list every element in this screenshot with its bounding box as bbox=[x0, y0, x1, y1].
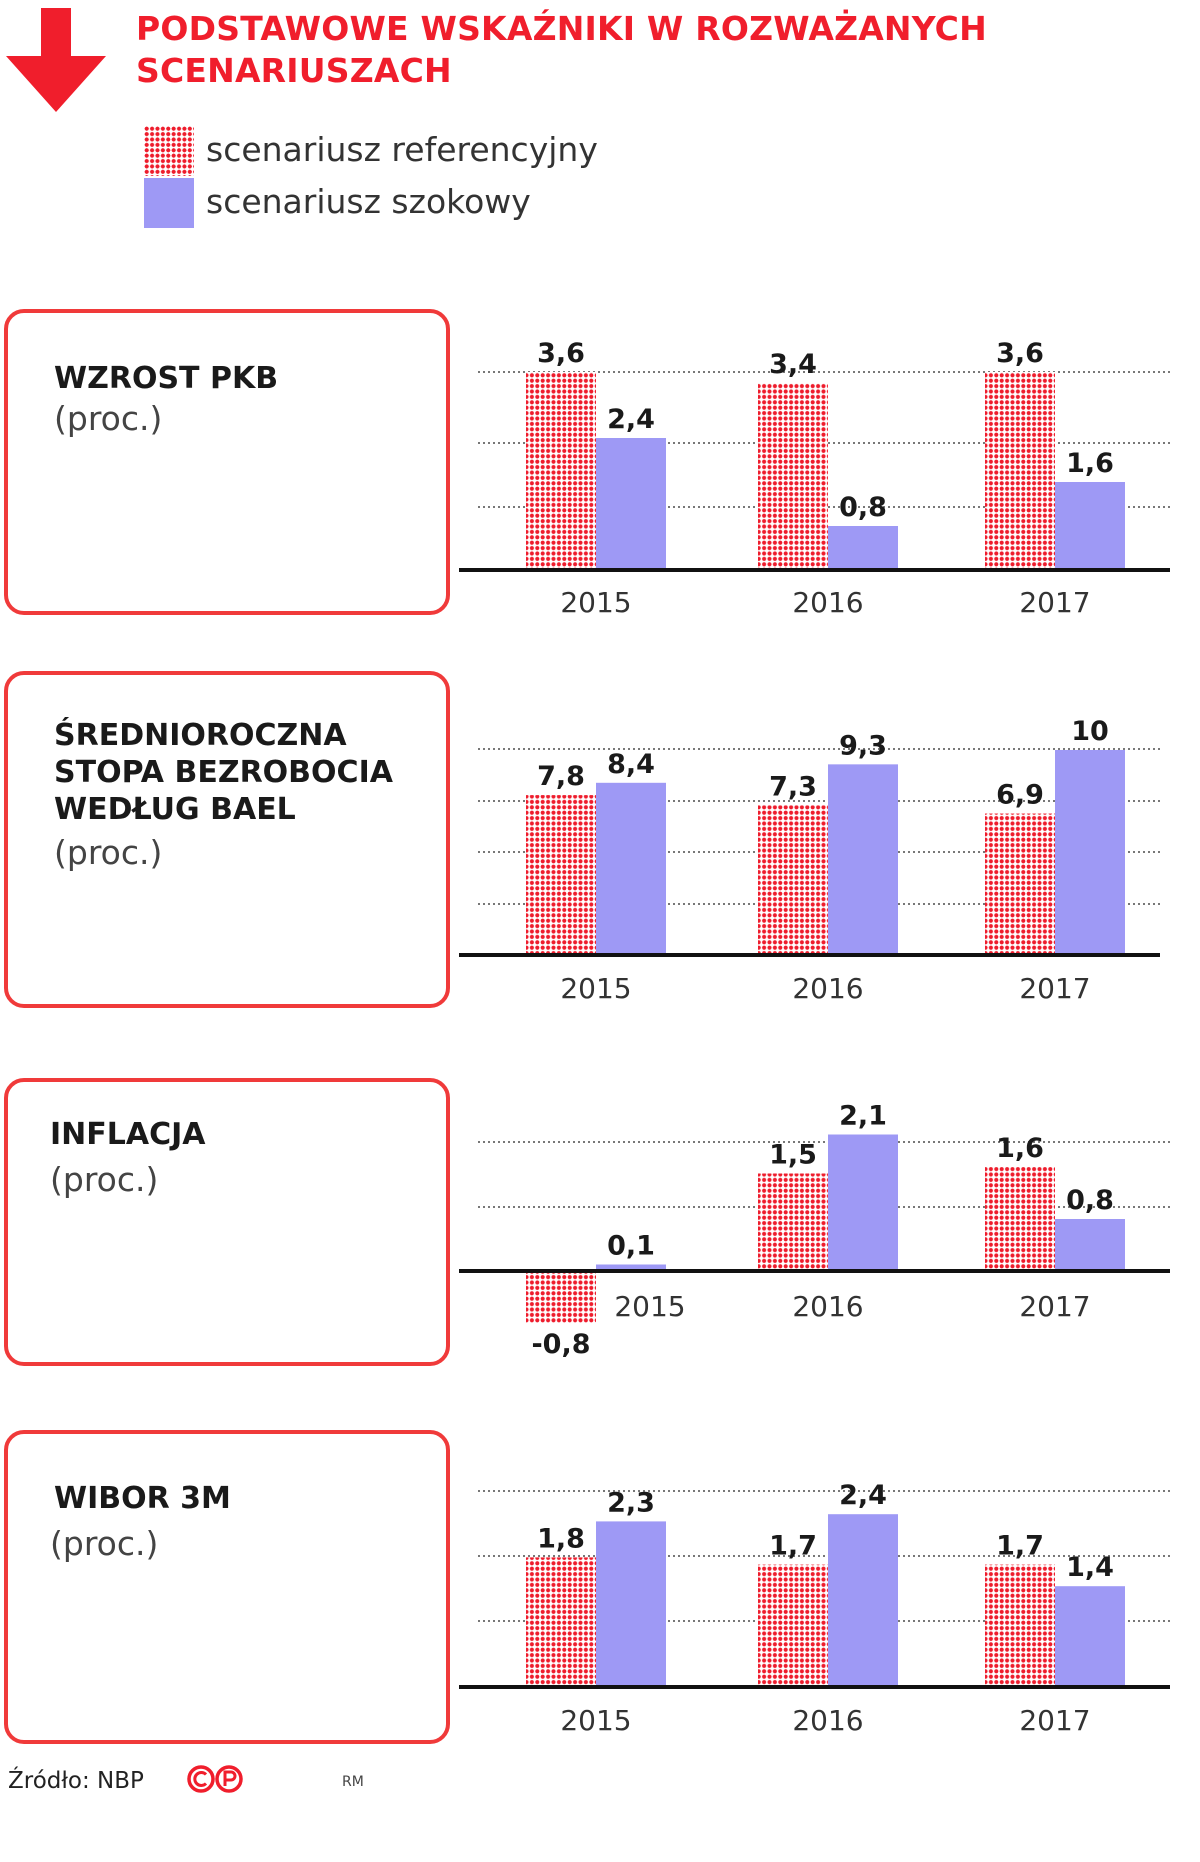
data-label: 1,7 bbox=[769, 1531, 817, 1562]
bar-reference-2015 bbox=[526, 1271, 596, 1323]
data-label: 3,4 bbox=[769, 349, 817, 380]
x-tick-label: 2015 bbox=[560, 586, 631, 619]
bar-reference-2016 bbox=[758, 383, 828, 570]
x-tick-label: 2016 bbox=[792, 1290, 863, 1323]
data-label: 6,9 bbox=[996, 780, 1044, 811]
bar-shock-2015 bbox=[596, 1521, 666, 1687]
data-label: 1,5 bbox=[769, 1140, 817, 1171]
x-tick-label: 2016 bbox=[792, 972, 863, 1005]
x-tick-label: 2015 bbox=[560, 972, 631, 1005]
legend-label-reference: scenariusz referencyjny bbox=[206, 130, 598, 169]
bar-shock-2016 bbox=[828, 526, 898, 570]
panel-title-wibor: WIBOR 3M bbox=[54, 1481, 231, 1516]
bar-shock-2017 bbox=[1055, 750, 1125, 955]
copyright-icon bbox=[187, 1765, 243, 1793]
data-label: 1,6 bbox=[1066, 448, 1114, 479]
legend-swatch-shock bbox=[144, 178, 194, 228]
data-label: 0,8 bbox=[839, 492, 887, 523]
bar-reference-2017 bbox=[985, 1167, 1055, 1271]
bar-reference-2017 bbox=[985, 813, 1055, 955]
data-label: 8,4 bbox=[607, 749, 655, 780]
data-label: 2,3 bbox=[607, 1487, 655, 1518]
data-label: 3,6 bbox=[537, 338, 585, 369]
bar-shock-2015 bbox=[596, 438, 666, 570]
data-label: 1,4 bbox=[1066, 1552, 1114, 1583]
panel-title-inflation: INFLACJA bbox=[50, 1117, 206, 1152]
bar-shock-2016 bbox=[828, 764, 898, 955]
panel-unit-inflation: (proc.) bbox=[50, 1160, 159, 1199]
x-tick-label: 2017 bbox=[1019, 972, 1090, 1005]
data-label: 3,6 bbox=[996, 338, 1044, 369]
x-tick-label: 2016 bbox=[792, 586, 863, 619]
data-label: 2,4 bbox=[839, 1480, 887, 1511]
bar-reference-2017 bbox=[985, 372, 1055, 570]
data-label: 2,4 bbox=[607, 404, 655, 435]
panel-title-gdp-growth: WZROST PKB bbox=[54, 361, 279, 396]
panel-title-unemployment: ŚREDNIOROCZNA STOPA BEZROBOCIA WEDŁUG BA… bbox=[54, 718, 393, 827]
bar-shock-2016 bbox=[828, 1514, 898, 1687]
bar-shock-2015 bbox=[596, 1264, 666, 1271]
bar-reference-2016 bbox=[758, 805, 828, 955]
title-line-1: PODSTAWOWE WSKAŹNIKI W ROZWAŻANYCH bbox=[136, 9, 987, 48]
panel-unemployment: ŚREDNIOROCZNA STOPA BEZROBOCIA WEDŁUG BA… bbox=[4, 671, 450, 1008]
panel-gdp-growth: WZROST PKB (proc.) bbox=[4, 309, 450, 615]
page-title: PODSTAWOWE WSKAŹNIKI W ROZWAŻANYCH SCENA… bbox=[136, 8, 1186, 92]
bar-shock-2017 bbox=[1055, 1586, 1125, 1687]
data-label: 0,1 bbox=[607, 1231, 655, 1262]
title-line-2: SCENARIUSZACH bbox=[136, 51, 452, 90]
data-label: -0,8 bbox=[531, 1329, 590, 1360]
arrow-down-icon bbox=[6, 8, 106, 112]
panel-unit-gdp-growth: (proc.) bbox=[54, 399, 163, 438]
data-label: 9,3 bbox=[839, 730, 887, 761]
legend-item-reference: scenariusz referencyjny bbox=[144, 126, 844, 178]
x-tick-label: 2016 bbox=[792, 1704, 863, 1737]
bar-reference-2015 bbox=[526, 1557, 596, 1687]
x-tick-label: 2017 bbox=[1019, 1290, 1090, 1323]
data-label: 7,8 bbox=[537, 761, 585, 792]
panel-unit-wibor: (proc.) bbox=[50, 1524, 159, 1563]
bar-shock-2017 bbox=[1055, 1219, 1125, 1271]
legend-swatch-reference bbox=[144, 126, 194, 176]
chart-4: 1,8 2,3 2015 1,7 2,4 2016 1,7 1,4 2017 bbox=[459, 1480, 1170, 1737]
legend-item-shock: scenariusz szokowy bbox=[144, 178, 844, 230]
bar-shock-2016 bbox=[828, 1134, 898, 1271]
data-label: 2,1 bbox=[839, 1101, 887, 1132]
data-label: 1,6 bbox=[996, 1133, 1044, 1164]
data-label: 1,8 bbox=[537, 1523, 585, 1554]
bar-reference-2017 bbox=[985, 1564, 1055, 1687]
x-tick-label: 2017 bbox=[1019, 1704, 1090, 1737]
bar-reference-2015 bbox=[526, 795, 596, 955]
x-tick-label: 2015 bbox=[560, 1704, 631, 1737]
bar-reference-2016 bbox=[758, 1564, 828, 1687]
panel-unit-unemployment: (proc.) bbox=[54, 833, 163, 872]
data-label: 1,7 bbox=[996, 1531, 1044, 1562]
legend-label-shock: scenariusz szokowy bbox=[206, 182, 531, 221]
chart-3: -0,8 0,1 2015 1,5 2,1 2016 1,6 0,8 2017 bbox=[459, 1101, 1170, 1360]
data-label: 0,8 bbox=[1066, 1185, 1114, 1216]
chart-1: 3,6 2,4 2015 3,4 0,8 2016 3,6 1,6 2017 bbox=[459, 338, 1170, 619]
data-label: 10 bbox=[1071, 716, 1109, 747]
bar-reference-2015 bbox=[526, 372, 596, 570]
bar-shock-2017 bbox=[1055, 482, 1125, 570]
data-label: 7,3 bbox=[769, 771, 817, 802]
author-initials: RM bbox=[342, 1774, 364, 1790]
x-tick-label: 2017 bbox=[1019, 586, 1090, 619]
x-tick-label: 2015 bbox=[614, 1290, 685, 1323]
panel-inflation: INFLACJA (proc.) bbox=[4, 1078, 450, 1366]
bar-shock-2015 bbox=[596, 782, 666, 955]
panel-wibor: WIBOR 3M (proc.) bbox=[4, 1430, 450, 1744]
bar-reference-2016 bbox=[758, 1173, 828, 1271]
source-note: Źródło: NBP bbox=[8, 1768, 144, 1794]
chart-2: 7,8 8,4 2015 7,3 9,3 2016 6,9 10 2017 bbox=[459, 716, 1160, 1005]
